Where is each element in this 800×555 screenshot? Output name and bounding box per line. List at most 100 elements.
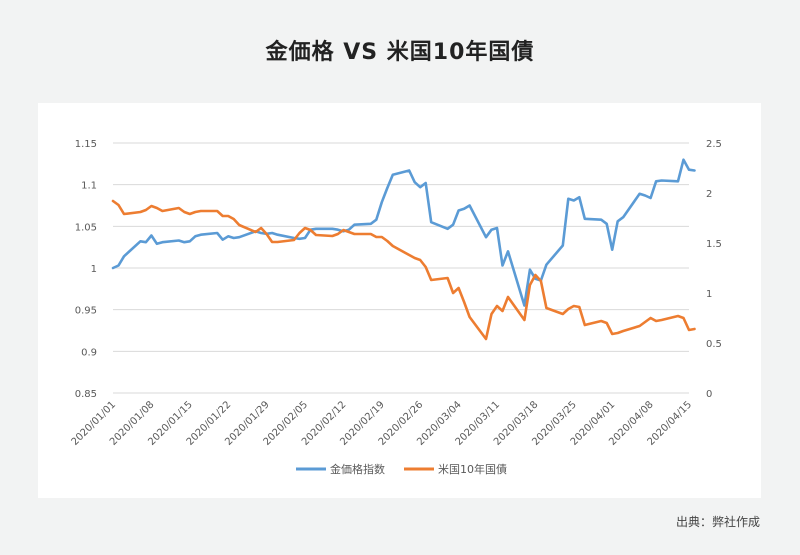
data-point-gold	[424, 182, 427, 184]
left-tick-label: 0.85	[75, 389, 97, 400]
data-point-bond	[232, 218, 235, 220]
left-tick-label: 1.15	[75, 139, 97, 150]
data-point-bond	[189, 213, 191, 215]
data-point-gold	[156, 243, 158, 245]
data-point-bond	[660, 319, 663, 321]
right-tick-label: 0.5	[706, 339, 722, 350]
data-point-bond	[490, 313, 493, 315]
data-point-bond	[276, 241, 279, 243]
data-point-bond	[545, 307, 548, 309]
data-point-bond	[452, 292, 454, 294]
data-point-gold	[452, 223, 454, 226]
data-point-bond	[304, 227, 306, 229]
data-point-gold	[189, 240, 191, 243]
legend: 金価格指数 米国10年国債	[296, 462, 507, 476]
data-point-gold	[573, 199, 575, 202]
data-point-bond	[260, 227, 262, 229]
data-point-bond	[501, 310, 504, 312]
data-point-gold	[468, 204, 471, 207]
legend-label: 米国10年国債	[438, 462, 507, 476]
gridlines	[113, 142, 689, 394]
data-point-gold	[501, 264, 504, 267]
source-note: 出典：弊社作成	[675, 515, 760, 529]
data-point-bond	[523, 319, 526, 321]
data-point-bond	[392, 245, 394, 247]
data-point-bond	[573, 305, 575, 307]
data-point-bond	[688, 329, 690, 331]
data-point-gold	[271, 232, 273, 234]
line-chart: 0.85 0.9 0.95 1 1.05 1.1 1.15 0 0.5 1 1.5 2 2.5 202…	[70, 139, 722, 476]
left-tick-label: 1.05	[75, 222, 97, 233]
data-point-gold	[490, 228, 493, 231]
data-point-bond	[419, 259, 422, 261]
data-point-bond	[145, 209, 147, 211]
data-point-bond	[622, 330, 624, 332]
data-point-bond	[117, 204, 120, 206]
data-point-gold	[463, 208, 465, 210]
data-point-gold	[375, 218, 378, 221]
data-point-bond	[386, 240, 389, 242]
data-point-bond	[254, 231, 257, 233]
data-point-gold	[413, 181, 416, 183]
left-axis-ticks: 0.85 0.9 0.95 1 1.05 1.1 1.15	[75, 139, 97, 400]
data-point-bond	[156, 207, 158, 209]
data-point-gold	[178, 239, 180, 242]
data-point-gold	[227, 235, 229, 238]
data-point-gold	[112, 267, 114, 269]
data-point-gold	[457, 209, 460, 212]
data-point-bond	[315, 234, 317, 236]
data-point-bond	[507, 296, 509, 298]
data-point-gold	[655, 180, 657, 183]
data-point-gold	[408, 169, 411, 172]
data-point-gold	[331, 228, 334, 230]
data-point-bond	[468, 316, 471, 318]
data-point-gold	[183, 241, 186, 243]
data-point-gold	[139, 240, 142, 243]
data-point-bond	[227, 215, 229, 217]
data-point-gold	[315, 228, 317, 230]
data-point-gold	[238, 236, 240, 238]
data-point-bond	[644, 321, 646, 323]
data-point-bond	[408, 254, 411, 256]
data-point-bond	[485, 338, 487, 340]
data-point-bond	[655, 320, 657, 322]
data-point-gold	[529, 268, 531, 271]
data-point-gold	[693, 169, 696, 172]
right-axis-ticks: 0 0.5 1 1.5 2 2.5	[706, 139, 722, 400]
data-point-gold	[578, 196, 581, 198]
data-point-bond	[534, 274, 537, 276]
data-point-gold	[644, 194, 646, 197]
data-point-bond	[584, 324, 586, 326]
data-point-gold	[567, 198, 570, 200]
data-point-gold	[298, 238, 301, 240]
data-point-gold	[221, 238, 224, 241]
data-point-bond	[457, 287, 460, 289]
data-point-gold	[117, 264, 120, 267]
data-point-bond	[446, 277, 449, 279]
data-point-bond	[381, 236, 383, 238]
data-point-bond	[649, 317, 652, 319]
data-point-gold	[161, 241, 164, 243]
data-point-gold	[638, 193, 641, 195]
data-point-gold	[605, 223, 608, 225]
data-point-gold	[194, 235, 197, 238]
right-tick-label: 1.5	[706, 239, 722, 250]
data-point-gold	[260, 232, 262, 234]
data-point-bond	[677, 315, 679, 317]
series-line-bond	[111, 199, 696, 341]
data-point-gold	[688, 168, 690, 171]
data-point-bond	[271, 241, 273, 243]
data-point-bond	[430, 279, 433, 281]
data-point-bond	[342, 229, 345, 231]
data-point-gold	[649, 197, 652, 199]
data-point-gold	[485, 236, 487, 238]
data-point-gold	[446, 228, 449, 230]
data-point-gold	[660, 179, 663, 182]
left-tick-label: 0.9	[81, 347, 97, 358]
data-point-gold	[677, 180, 679, 183]
data-point-bond	[221, 215, 224, 217]
data-point-gold	[496, 227, 498, 229]
data-point-bond	[337, 233, 339, 235]
left-tick-label: 0.95	[75, 306, 97, 317]
data-point-bond	[370, 233, 372, 235]
